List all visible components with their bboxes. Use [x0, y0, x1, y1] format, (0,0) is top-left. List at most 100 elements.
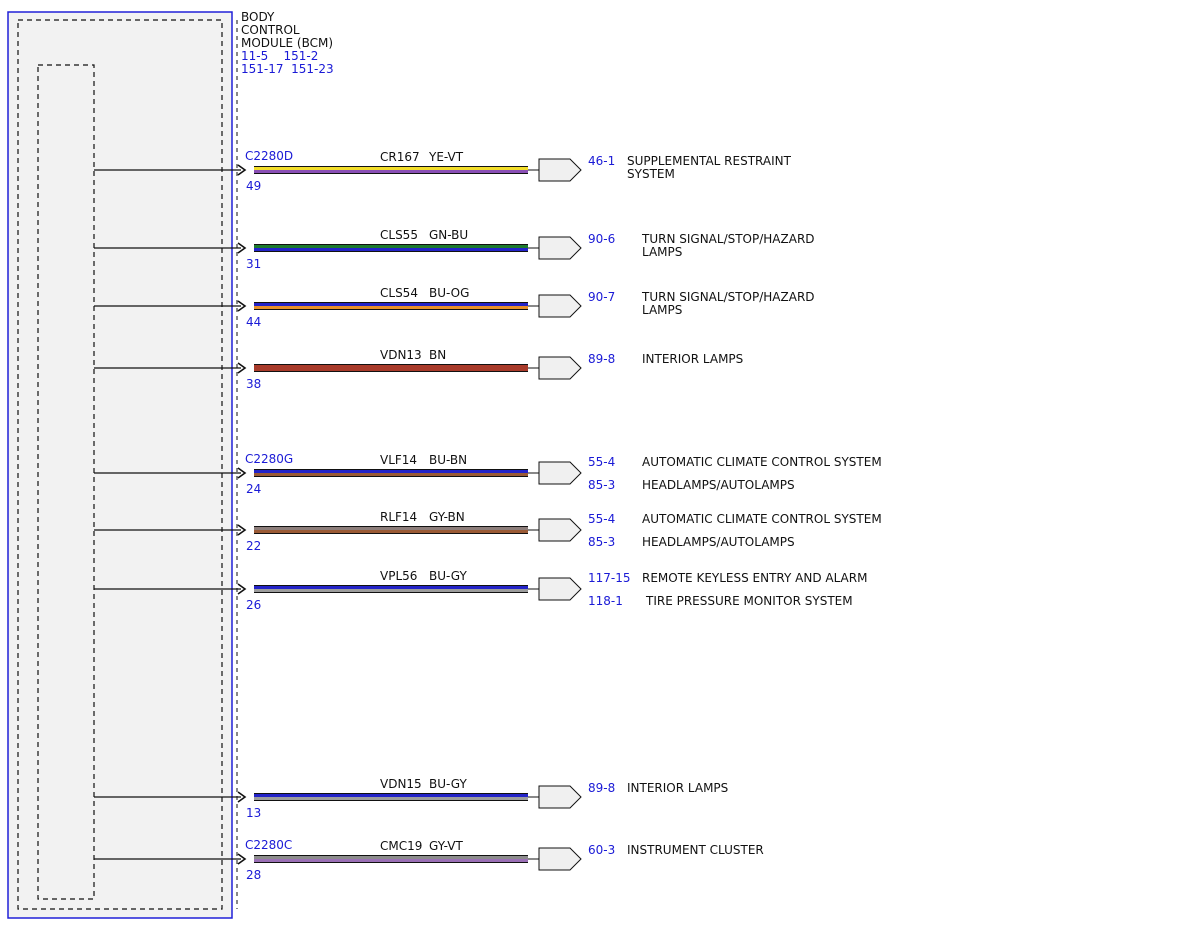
circuit-id: CR167 — [380, 150, 420, 164]
module-ref-line-2[interactable]: 151-17 151-23 — [241, 62, 334, 76]
destination-connector-icon[interactable] — [538, 518, 582, 542]
circuits-layer: CR167 YE-VT 49 46-1 SUPPLEMENTAL RESTRAINTSY… — [94, 149, 882, 882]
destination-ref-link[interactable]: 60-3 — [588, 843, 615, 857]
wire-primary-color — [254, 303, 528, 306]
destination-ref-link[interactable]: 118-1 — [588, 594, 623, 608]
pin-arrow-icon — [237, 300, 247, 312]
connector-label[interactable]: C2280C — [245, 838, 292, 852]
wire-primary-color — [254, 794, 528, 797]
module-title-line-3: MODULE (BCM) — [241, 36, 333, 50]
module-ref-line-1[interactable]: 11-5 151-2 — [241, 49, 318, 63]
destination-label: LAMPS — [642, 245, 682, 259]
destination-connector-icon[interactable] — [538, 461, 582, 485]
module-box — [7, 11, 233, 919]
connector-label[interactable]: C2280D — [245, 149, 293, 163]
pin-number: 38 — [246, 377, 261, 391]
circuit-id: VDN15 — [380, 777, 422, 791]
pin-number: 49 — [246, 179, 261, 193]
circuit-id: CLS54 — [380, 286, 418, 300]
destination-connector-icon[interactable] — [538, 158, 582, 182]
pin-arrow-icon — [237, 467, 247, 479]
destination-connector-icon[interactable] — [538, 577, 582, 601]
wire-color-code: BU-GY — [429, 777, 467, 791]
wire-primary-color — [254, 586, 528, 589]
wire-color-code: BN — [429, 348, 446, 362]
wire-color-code: GY-VT — [429, 839, 463, 853]
circuit-id: VLF14 — [380, 453, 417, 467]
destination-connector-icon[interactable] — [538, 294, 582, 318]
destination-ref-link[interactable]: 90-6 — [588, 232, 615, 246]
pin-arrow-icon — [237, 362, 247, 374]
destination-ref-link[interactable]: 46-1 — [588, 154, 615, 168]
wire-primary-color — [254, 470, 528, 473]
destination-ref-link[interactable]: 55-4 — [588, 512, 615, 526]
destination-ref-link[interactable]: 89-8 — [588, 781, 615, 795]
wire-stripe-color — [254, 859, 528, 862]
module-title-line-1: BODY — [241, 10, 275, 24]
wire-primary-color — [254, 856, 528, 859]
destination-label: TURN SIGNAL/STOP/HAZARD — [641, 232, 815, 246]
wire-primary-color — [254, 245, 528, 248]
destination-label: SYSTEM — [627, 167, 675, 181]
wire-stripe-color — [254, 248, 528, 251]
destination-ref-link[interactable]: 117-15 — [588, 571, 631, 585]
module-inner-dashed-outline — [17, 19, 223, 910]
wire-color-code: BU-GY — [429, 569, 467, 583]
pin-number: 44 — [246, 315, 261, 329]
wire-color-code: GY-BN — [429, 510, 465, 524]
wire-primary-color — [254, 365, 528, 368]
wire-stripe-color — [254, 368, 528, 371]
destination-connector-icon[interactable] — [538, 847, 582, 871]
destination-label: SUPPLEMENTAL RESTRAINT — [627, 154, 792, 168]
pin-number: 26 — [246, 598, 261, 612]
pin-arrow-icon — [237, 791, 247, 803]
destination-connector-icon[interactable] — [538, 356, 582, 380]
destination-connector-icon[interactable] — [538, 785, 582, 809]
pin-number: 13 — [246, 806, 261, 820]
module-title-line-2: CONTROL — [241, 23, 300, 37]
destination-ref-link[interactable]: 85-3 — [588, 478, 615, 492]
module-internal-block — [37, 64, 95, 900]
circuit-id: CLS55 — [380, 228, 418, 242]
circuit-id: CMC19 — [380, 839, 422, 853]
destination-ref-link[interactable]: 85-3 — [588, 535, 615, 549]
wire-stripe-color — [254, 170, 528, 173]
pin-arrow-icon — [237, 583, 247, 595]
destination-ref-link[interactable]: 89-8 — [588, 352, 615, 366]
circuit-id: VDN13 — [380, 348, 422, 362]
circuit-id: VPL56 — [380, 569, 417, 583]
pin-number: 28 — [246, 868, 261, 882]
circuit-id: RLF14 — [380, 510, 417, 524]
pin-arrow-icon — [237, 524, 247, 536]
destination-label: AUTOMATIC CLIMATE CONTROL SYSTEM — [642, 455, 882, 469]
wire-color-code: BU-OG — [429, 286, 469, 300]
wire-stripe-color — [254, 589, 528, 592]
destination-label: AUTOMATIC CLIMATE CONTROL SYSTEM — [642, 512, 882, 526]
destination-label: LAMPS — [642, 303, 682, 317]
destination-label: INTERIOR LAMPS — [642, 352, 743, 366]
pin-arrow-icon — [237, 853, 247, 865]
wire-color-code: YE-VT — [428, 150, 464, 164]
wire-color-code: BU-BN — [429, 453, 467, 467]
wire-stripe-color — [254, 306, 528, 309]
destination-label: HEADLAMPS/AUTOLAMPS — [642, 478, 795, 492]
destination-label: REMOTE KEYLESS ENTRY AND ALARM — [642, 571, 867, 585]
destination-label: TIRE PRESSURE MONITOR SYSTEM — [645, 594, 853, 608]
destination-connector-icon[interactable] — [538, 236, 582, 260]
destination-label: INTERIOR LAMPS — [627, 781, 728, 795]
connector-label[interactable]: C2280G — [245, 452, 293, 466]
destination-label: TURN SIGNAL/STOP/HAZARD — [641, 290, 815, 304]
wire-stripe-color — [254, 797, 528, 800]
pin-arrow-icon — [237, 242, 247, 254]
wire-primary-color — [254, 527, 528, 530]
pin-number: 22 — [246, 539, 261, 553]
pin-arrow-icon — [237, 164, 247, 176]
pin-number: 31 — [246, 257, 261, 271]
destination-ref-link[interactable]: 90-7 — [588, 290, 615, 304]
wire-primary-color — [254, 167, 528, 170]
destination-ref-link[interactable]: 55-4 — [588, 455, 615, 469]
wire-stripe-color — [254, 530, 528, 533]
destination-label: HEADLAMPS/AUTOLAMPS — [642, 535, 795, 549]
